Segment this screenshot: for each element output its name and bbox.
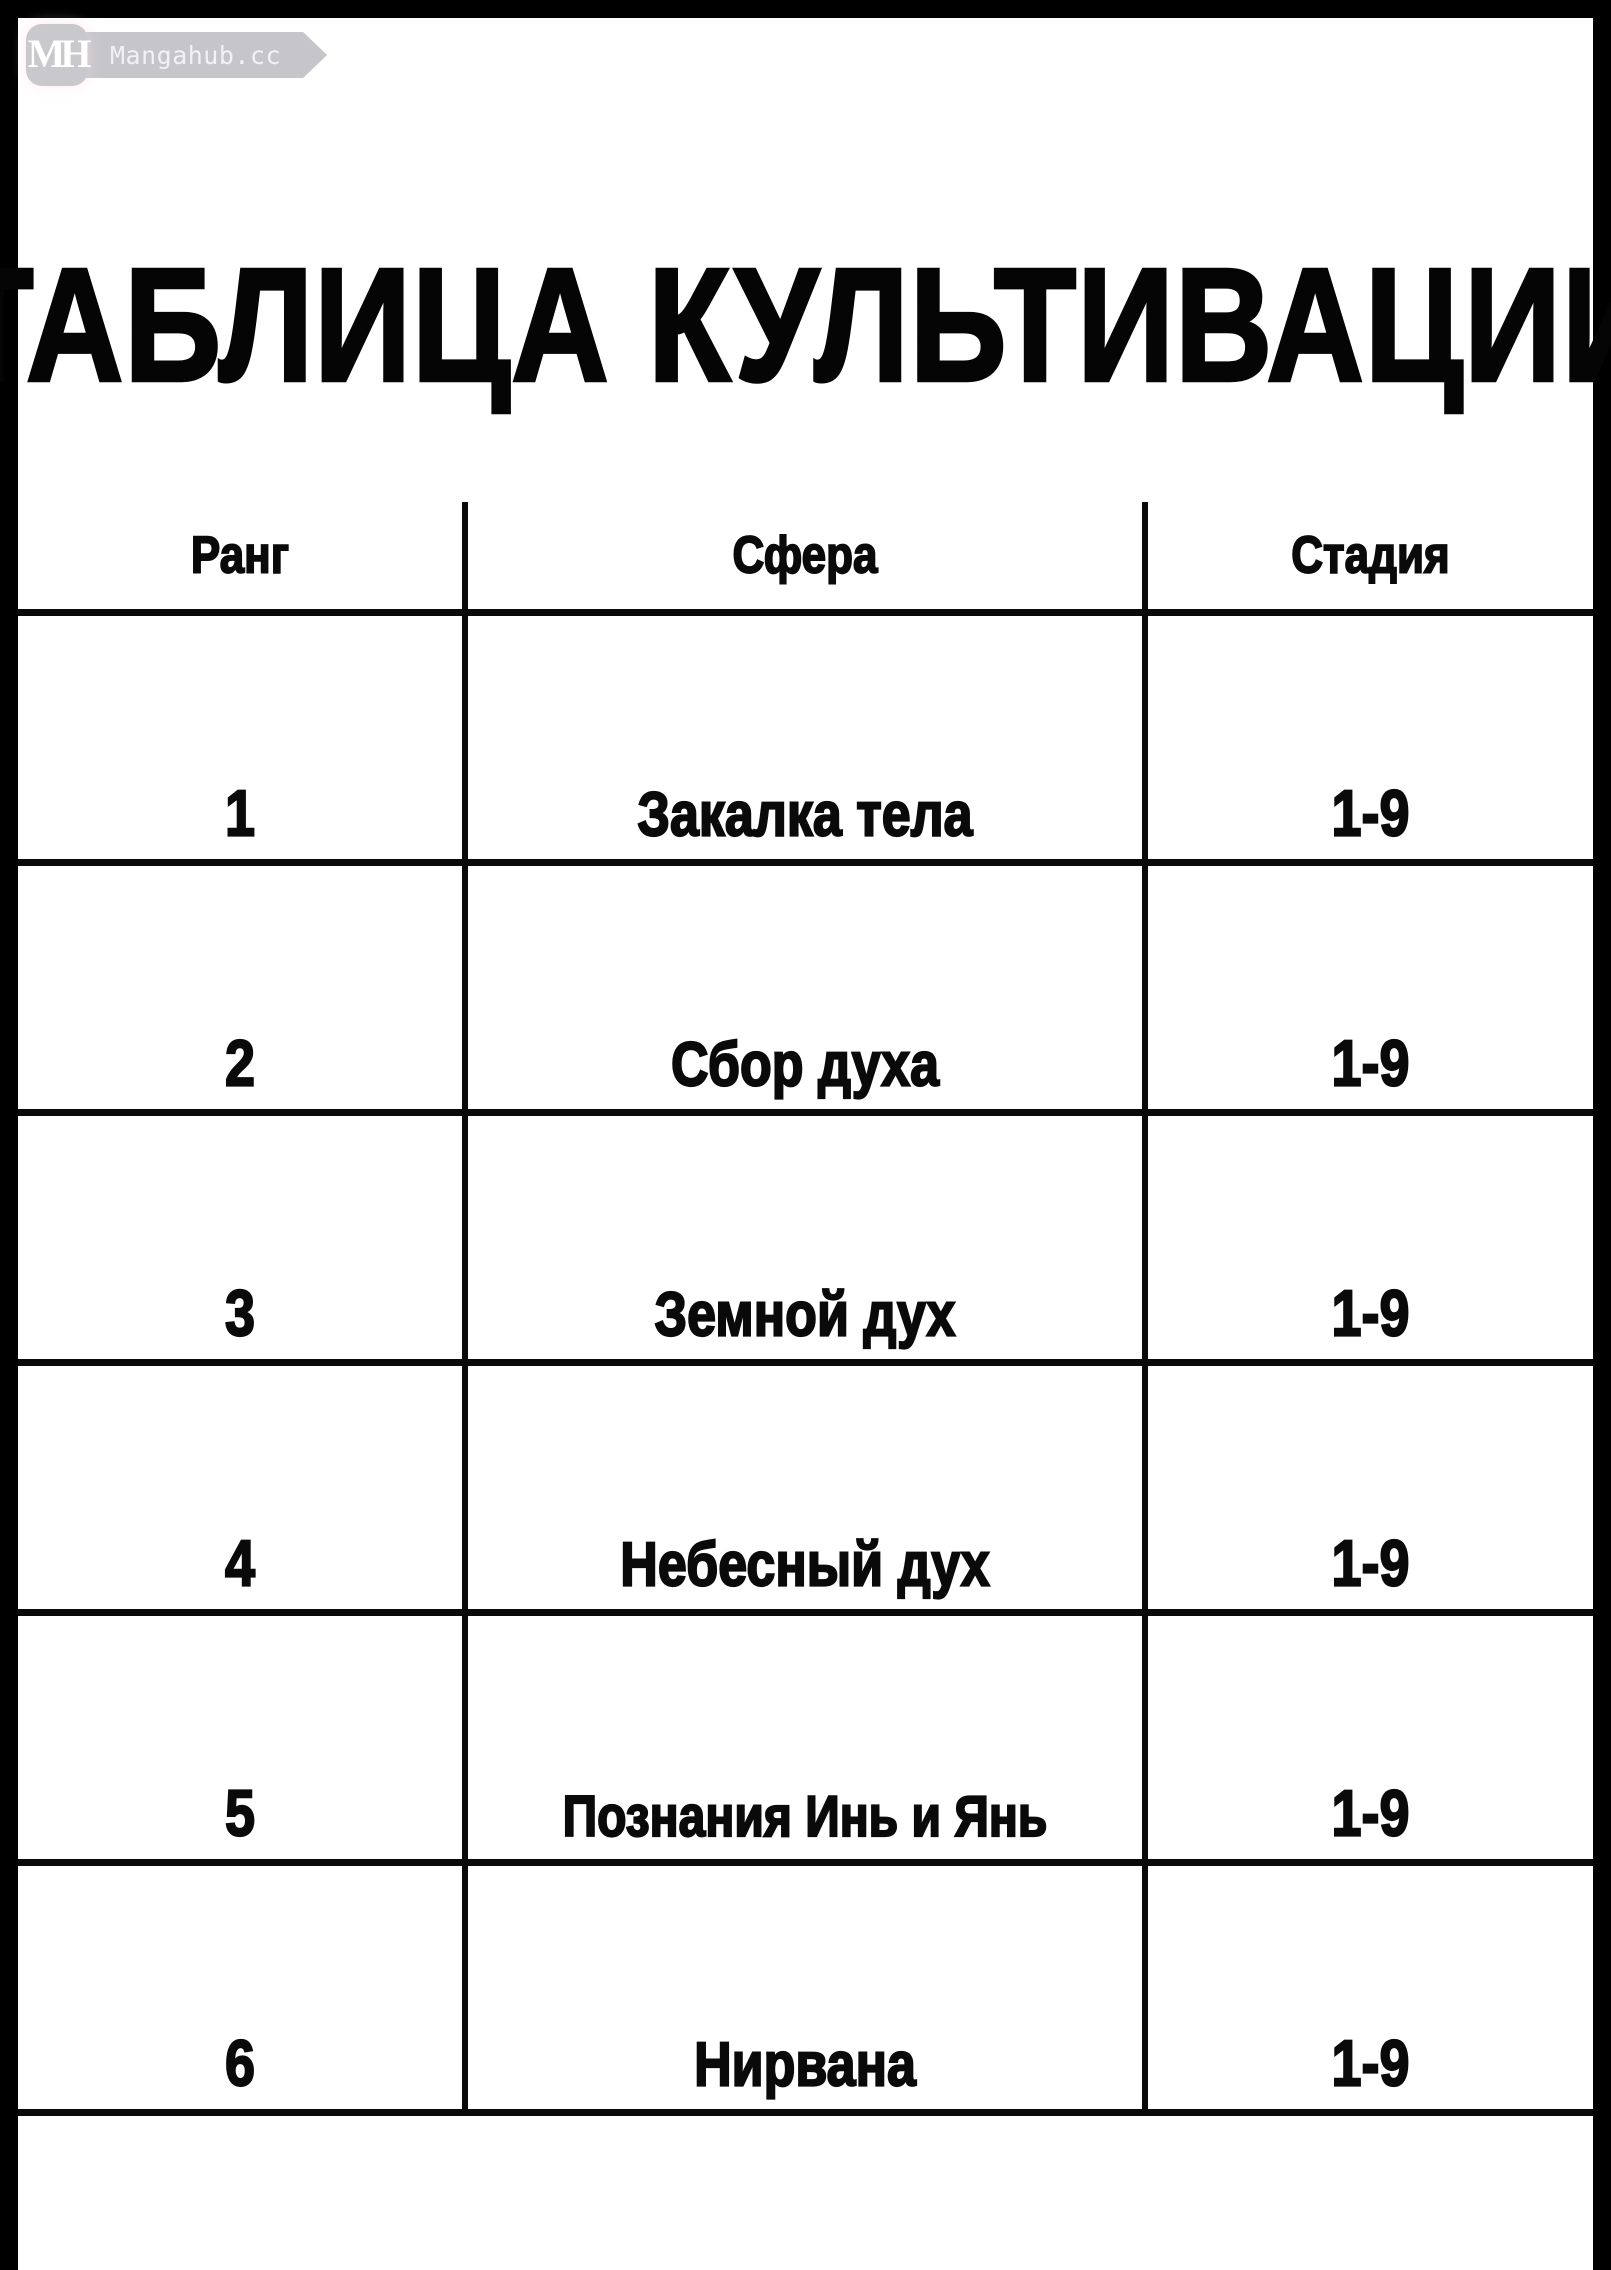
realm-value: Небесный дух <box>619 1529 990 1601</box>
cell-stage: 1-9 <box>1145 1612 1593 1866</box>
watermark-site-label: Mangahub.cc <box>110 40 282 70</box>
rank-value: 4 <box>224 1527 256 1601</box>
cell-stage: 1-9 <box>1145 612 1593 866</box>
stage-value: 1-9 <box>1331 1027 1411 1101</box>
rank-value: 2 <box>224 1027 256 1101</box>
table-row: 1 Закалка тела 1-9 <box>18 612 1593 866</box>
cell-empty <box>1145 2112 1593 2270</box>
cell-stage: 1-9 <box>1145 1362 1593 1616</box>
stage-value: 1-9 <box>1331 1527 1411 1601</box>
column-header-rank: Ранг <box>18 502 468 616</box>
table-empty-tail-row <box>18 2112 1593 2270</box>
rank-value: 1 <box>224 777 256 851</box>
site-watermark: MH Mangahub.cc <box>26 24 327 86</box>
cell-empty <box>465 2112 1145 2270</box>
rank-value: 6 <box>224 2027 256 2101</box>
cell-realm: Познания Инь и Янь <box>465 1612 1148 1866</box>
rank-value: 3 <box>224 1277 256 1351</box>
cell-rank: 5 <box>18 1612 468 1866</box>
logo-monogram: MH <box>27 31 92 76</box>
table-row: 5 Познания Инь и Янь 1-9 <box>18 1612 1593 1866</box>
header-label-realm: Сфера <box>732 525 879 585</box>
cell-stage: 1-9 <box>1145 1112 1593 1366</box>
cell-rank: 2 <box>18 862 468 1116</box>
watermark-pill: Mangahub.cc <box>74 32 327 78</box>
stage-value: 1-9 <box>1331 2027 1411 2101</box>
mangahub-logo-icon: MH <box>26 24 92 86</box>
cell-realm: Земной дух <box>465 1112 1148 1366</box>
cell-rank: 6 <box>18 1862 468 2116</box>
table-row: 3 Земной дух 1-9 <box>18 1112 1593 1366</box>
header-label-stage: Стадия <box>1290 525 1450 585</box>
cell-stage: 1-9 <box>1145 862 1593 1116</box>
column-header-realm: Сфера <box>465 502 1148 616</box>
title-area: ТАБЛИЦА КУЛЬТИВАЦИИ <box>0 18 1611 502</box>
table-header-row: Ранг Сфера Стадия <box>18 502 1593 616</box>
stage-value: 1-9 <box>1331 1777 1411 1851</box>
page-sheet: MH Mangahub.cc ТАБЛИЦА КУЛЬТИВАЦИИ Ранг <box>0 18 1611 2270</box>
cell-stage: 1-9 <box>1145 1862 1593 2116</box>
column-header-stage: Стадия <box>1145 502 1593 616</box>
header-label-rank: Ранг <box>190 525 290 585</box>
cell-realm: Небесный дух <box>465 1362 1148 1616</box>
cell-realm: Нирвана <box>465 1862 1148 2116</box>
table-row: 4 Небесный дух 1-9 <box>18 1362 1593 1616</box>
realm-value: Нирвана <box>693 2029 917 2101</box>
table-row: 2 Сбор духа 1-9 <box>18 862 1593 1116</box>
page-title: ТАБЛИЦА КУЛЬТИВАЦИИ <box>0 235 1611 415</box>
realm-value: Познания Инь и Янь <box>562 1785 1049 1851</box>
cell-rank: 4 <box>18 1362 468 1616</box>
cell-realm: Закалка тела <box>465 612 1148 866</box>
cell-rank: 1 <box>18 612 468 866</box>
table-row: 6 Нирвана 1-9 <box>18 1862 1593 2116</box>
cell-realm: Сбор духа <box>465 862 1148 1116</box>
stage-value: 1-9 <box>1331 1277 1411 1351</box>
realm-value: Земной дух <box>654 1279 957 1351</box>
cell-empty <box>18 2112 465 2270</box>
cell-rank: 3 <box>18 1112 468 1366</box>
realm-value: Закалка тела <box>636 779 973 851</box>
cultivation-table: Ранг Сфера Стадия 1 Закалка тела <box>18 502 1593 2270</box>
stage-value: 1-9 <box>1331 777 1411 851</box>
rank-value: 5 <box>224 1777 256 1851</box>
realm-value: Сбор духа <box>670 1029 940 1101</box>
